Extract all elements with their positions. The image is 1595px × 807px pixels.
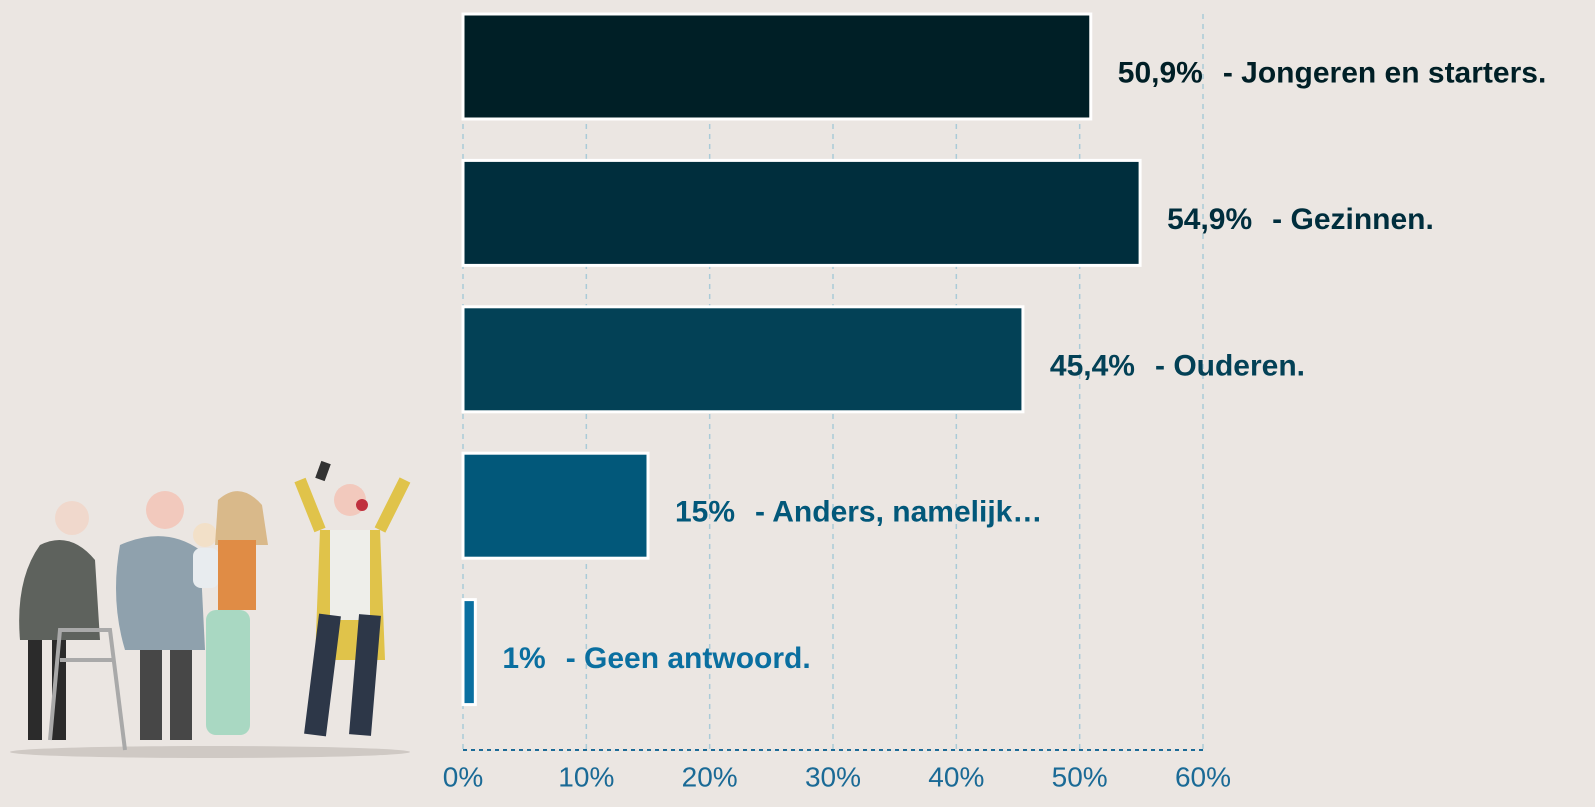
page: {"chart_data": {"type": "bar", "orientat… — [0, 0, 1595, 807]
bar-label: 1% - Geen antwoord. — [502, 642, 810, 675]
bar-label: 54,9% - Gezinnen. — [1167, 203, 1434, 236]
bar — [463, 160, 1140, 265]
bar — [463, 453, 648, 558]
value-label: 50,9% — [1118, 56, 1203, 89]
value-label: 1% — [502, 642, 545, 675]
x-tick-label: 40% — [928, 761, 984, 792]
chart: 0% 10% 20% 30% 40% 50% 60% 50,9% - Jongeren en s… — [0, 0, 1595, 807]
value-label: 54,9% — [1167, 203, 1252, 236]
x-tick-label: 50% — [1052, 761, 1108, 792]
bar — [463, 14, 1091, 119]
bar — [463, 600, 475, 705]
category-label: - Geen antwoord. — [566, 642, 811, 675]
category-label: - Ouderen. — [1155, 349, 1305, 382]
value-label: 45,4% — [1050, 349, 1135, 382]
category-label: - Anders, namelijk… — [755, 496, 1042, 529]
bar-label: 45,4% - Ouderen. — [1050, 349, 1305, 382]
value-label: 15% — [675, 496, 735, 529]
x-tick-label: 30% — [805, 761, 861, 792]
x-tick-label: 10% — [558, 761, 614, 792]
people-illustration — [10, 461, 410, 758]
bar-label: 15% - Anders, namelijk… — [675, 496, 1042, 529]
x-tick-label: 20% — [682, 761, 738, 792]
bar-label: 50,9% - Jongeren en starters. — [1118, 56, 1547, 89]
category-label: - Jongeren en starters. — [1223, 56, 1546, 89]
x-tick-label: 0% — [443, 761, 483, 792]
category-label: - Gezinnen. — [1272, 203, 1434, 236]
x-tick-label: 60% — [1175, 761, 1231, 792]
bar — [463, 307, 1023, 412]
